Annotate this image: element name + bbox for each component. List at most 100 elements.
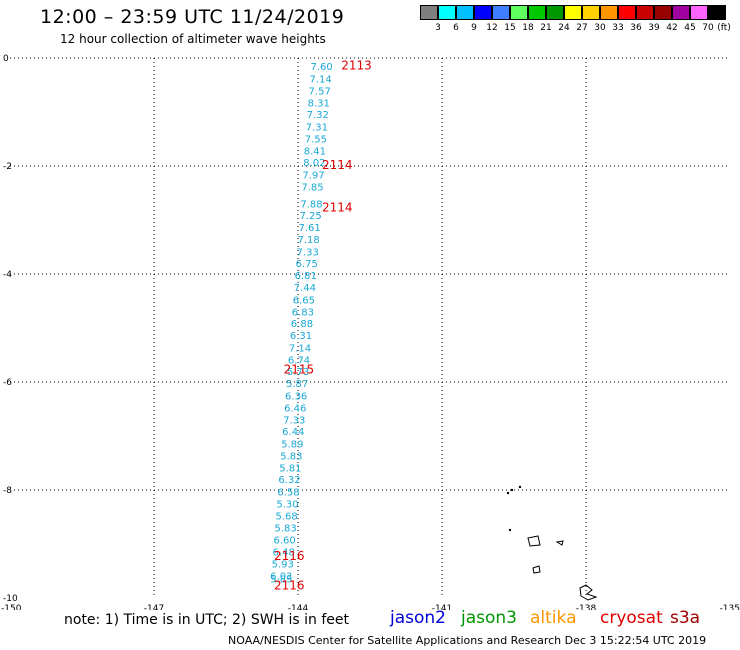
legend-swatch bbox=[690, 5, 708, 20]
wave-height-label: 5.83 bbox=[274, 523, 296, 534]
wave-height-label: 7.14 bbox=[310, 75, 332, 86]
x-tick-label: -147 bbox=[144, 604, 164, 610]
legend-label: 36 bbox=[630, 23, 642, 33]
legend-unit: (ft) bbox=[717, 23, 731, 33]
satellite-label-jason3: jason3 bbox=[461, 608, 517, 628]
legend-swatch bbox=[492, 5, 510, 20]
legend-swatch bbox=[564, 5, 582, 20]
chart-subtitle: 12 hour collection of altimeter wave hei… bbox=[60, 32, 326, 46]
wave-height-label: 6.31 bbox=[290, 331, 312, 342]
legend-label: 33 bbox=[612, 23, 624, 33]
x-tick-label: -144 bbox=[288, 604, 309, 610]
satellite-label-cryosat: cryosat bbox=[600, 608, 663, 628]
wave-height-label: 5.68 bbox=[275, 511, 297, 522]
y-tick-label: -6 bbox=[3, 378, 12, 388]
legend-swatch bbox=[654, 5, 672, 20]
legend-label: 21 bbox=[540, 23, 552, 33]
y-tick-label: -10 bbox=[3, 594, 18, 604]
x-tick-label: -150 bbox=[1, 604, 22, 610]
legend-label: 12 bbox=[486, 23, 498, 33]
legend-swatch bbox=[600, 5, 618, 20]
wave-height-label: 6.36 bbox=[285, 392, 307, 403]
wave-height-label: 8.31 bbox=[308, 98, 330, 109]
legend-swatch bbox=[420, 5, 438, 20]
wave-height-label: 7.85 bbox=[301, 183, 323, 194]
legend-label: 39 bbox=[648, 23, 660, 33]
legend-swatch bbox=[708, 5, 726, 20]
island-outline bbox=[555, 540, 564, 546]
x-tick-label: -135 bbox=[720, 604, 740, 610]
wave-height-label: 7.25 bbox=[299, 211, 321, 222]
wave-height-label: 7.33 bbox=[283, 415, 305, 426]
island-outline bbox=[532, 565, 541, 574]
chart-title: 12:00 – 23:59 UTC 11/24/2019 bbox=[40, 6, 345, 28]
time-label: 2114 bbox=[322, 158, 353, 172]
legend-swatch bbox=[546, 5, 564, 20]
time-label: 2116 bbox=[274, 579, 305, 593]
satellite-label-altika: altika bbox=[530, 608, 577, 628]
legend-label: 70 bbox=[702, 23, 714, 33]
wave-height-plot: -150 -147 -144 -141 -138 -135 0 -2 -4 -6 -8 -10 7.60… bbox=[1, 54, 740, 610]
legend-label: 6 bbox=[453, 23, 459, 33]
wave-height-label: 6.48 bbox=[273, 548, 295, 559]
legend-swatch bbox=[456, 5, 474, 20]
wave-height-label: 6.75 bbox=[296, 259, 318, 270]
legend-swatch bbox=[582, 5, 600, 20]
y-tick-label: 0 bbox=[3, 54, 9, 64]
x-tick-label: -141 bbox=[432, 604, 452, 610]
island-dot bbox=[518, 485, 522, 489]
wave-height-label: 6.65 bbox=[293, 295, 315, 306]
island-dot bbox=[506, 491, 510, 495]
time-label: 2113 bbox=[341, 58, 372, 72]
legend-label: 9 bbox=[471, 23, 477, 33]
x-tick-label: -138 bbox=[576, 604, 597, 610]
wave-height-label: 5.93 bbox=[272, 559, 294, 570]
island-outline bbox=[527, 535, 541, 547]
wave-height-label: 7.44 bbox=[294, 283, 316, 294]
wave-height-label: 8.02 bbox=[303, 158, 325, 169]
wave-height-label: 7.55 bbox=[305, 134, 327, 145]
legend-label: 3 bbox=[435, 23, 441, 33]
wave-height-label: 5.87 bbox=[286, 379, 308, 390]
legend-label: 27 bbox=[576, 23, 588, 33]
wave-height-label: 6.60 bbox=[274, 536, 296, 547]
satellite-label-s3a: s3a bbox=[670, 608, 701, 628]
wave-height-label: 7.14 bbox=[289, 343, 311, 354]
legend-label: 18 bbox=[522, 23, 534, 33]
satellite-label-jason2: jason2 bbox=[390, 608, 446, 628]
legend-label: 42 bbox=[666, 23, 678, 33]
wave-height-label: 7.18 bbox=[298, 235, 320, 246]
legend-swatch bbox=[672, 5, 690, 20]
legend-swatch bbox=[528, 5, 546, 20]
time-label: 2114 bbox=[322, 201, 353, 215]
wave-height-label: 6.88 bbox=[291, 319, 313, 330]
wave-height-label: 7.57 bbox=[309, 86, 331, 97]
legend-swatch bbox=[618, 5, 636, 20]
wave-height-label: 6.81 bbox=[295, 271, 317, 282]
wave-height-label: 7.97 bbox=[302, 171, 324, 182]
credit-line: NOAA/NESDIS Center for Satellite Applica… bbox=[228, 634, 707, 647]
wave-height-label: 7.88 bbox=[300, 199, 322, 210]
legend-label: 45 bbox=[684, 23, 696, 33]
time-label: 2115 bbox=[284, 363, 315, 377]
time-label: 2116 bbox=[274, 549, 305, 563]
wave-height-label: 7.60 bbox=[310, 62, 332, 73]
wave-height-label: 7.33 bbox=[297, 247, 319, 258]
wave-height-label: 6.44 bbox=[282, 427, 304, 438]
y-tick-label: -8 bbox=[3, 486, 12, 496]
island-dot bbox=[510, 488, 514, 492]
wave-height-label: 6.83 bbox=[292, 307, 314, 318]
legend-label: 15 bbox=[504, 23, 516, 33]
wave-height-label: 5.30 bbox=[276, 500, 298, 511]
y-tick-label: -4 bbox=[3, 270, 12, 280]
wave-height-label: 7.31 bbox=[306, 123, 328, 134]
wave-height-label: 5.73 bbox=[287, 367, 309, 378]
y-tick-label: -2 bbox=[3, 162, 12, 172]
island-outline bbox=[579, 584, 598, 601]
wave-height-label: 7.32 bbox=[307, 110, 329, 121]
wave-height-label: 5.83 bbox=[280, 451, 302, 462]
legend-swatch bbox=[438, 5, 456, 20]
legend-label: 24 bbox=[558, 23, 570, 33]
legend-swatch bbox=[474, 5, 492, 20]
wave-height-label: 6.74 bbox=[288, 355, 310, 366]
